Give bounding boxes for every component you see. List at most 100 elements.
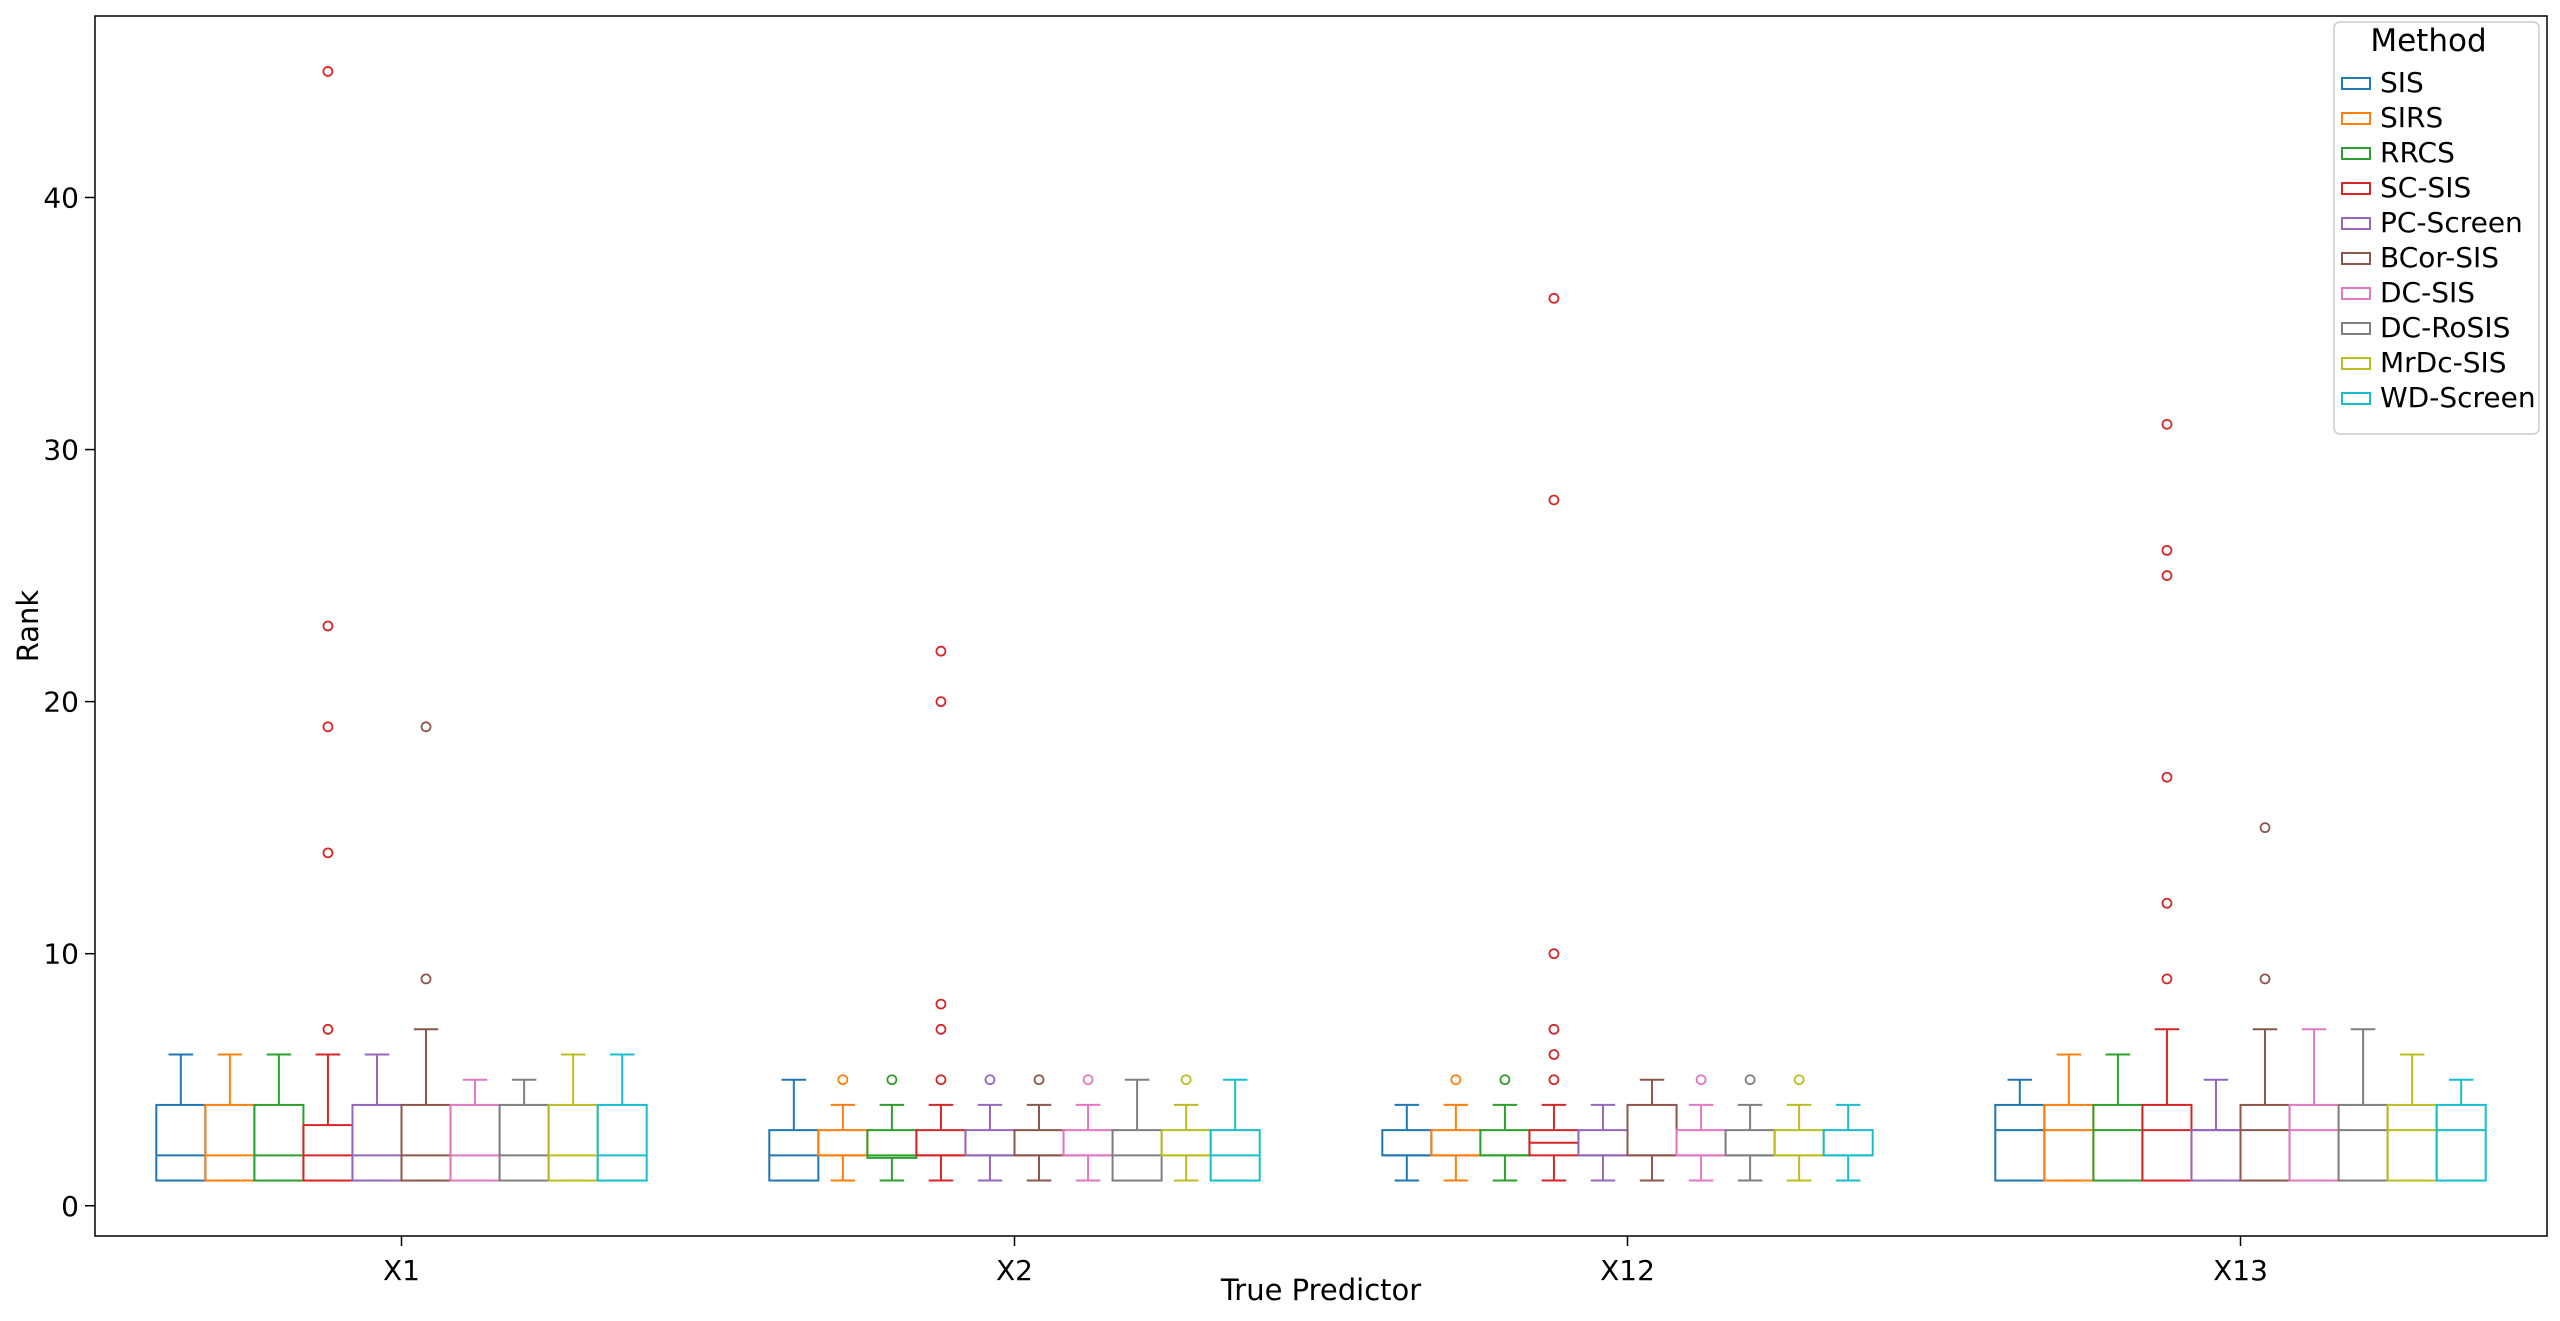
legend-item-pc-screen[interactable]: PC-Screen xyxy=(2341,206,2523,239)
outlier-point xyxy=(2161,771,2173,783)
legend-swatch xyxy=(2341,322,2371,335)
legend-label: SIRS xyxy=(2380,101,2443,134)
series-sirs xyxy=(204,1053,2095,1182)
legend-swatch xyxy=(2341,147,2371,160)
outlier-point xyxy=(322,66,334,77)
legend-item-bcor-sis[interactable]: BCor-SIS xyxy=(2341,241,2499,274)
box-pc-screen-x13 xyxy=(2190,1078,2242,1182)
outlier-point xyxy=(935,998,947,1010)
plot-frame xyxy=(94,15,2548,1237)
outlier-point xyxy=(2161,418,2173,430)
series-wd-screen xyxy=(596,1053,2487,1182)
series-dc-sis xyxy=(449,1028,2340,1182)
outlier-point xyxy=(1793,1074,1805,1086)
y-tick-label: 0 xyxy=(61,1190,79,1223)
y-tick-label: 30 xyxy=(43,434,79,467)
outlier-point xyxy=(935,645,947,657)
box-dc-rosis-x2 xyxy=(1111,1078,1163,1182)
box-rrcs-x12 xyxy=(1479,1074,1531,1182)
series-sis xyxy=(155,1053,2046,1182)
legend-item-sc-sis[interactable]: SC-SIS xyxy=(2341,171,2471,204)
outlier-point xyxy=(935,1023,947,1035)
outlier-point xyxy=(1548,1049,1560,1060)
box-wd-screen-x13 xyxy=(2435,1078,2487,1182)
legend-item-sis[interactable]: SIS xyxy=(2341,66,2424,99)
legend-items: SISSIRSRRCSSC-SISPC-ScreenBCor-SISDC-SIS… xyxy=(2341,66,2536,414)
y-tick-label: 10 xyxy=(43,938,79,971)
box-mrdc-sis-x12 xyxy=(1773,1074,1825,1182)
legend-label: SIS xyxy=(2380,66,2424,99)
legend-swatch xyxy=(2341,252,2371,265)
legend-swatch xyxy=(2341,357,2371,370)
outlier-point xyxy=(1548,1074,1560,1086)
series-sc-sis xyxy=(302,66,2193,1182)
outlier-point xyxy=(886,1074,898,1086)
legend-title: Method xyxy=(2370,23,2486,59)
box-bcor-sis-x1 xyxy=(400,721,452,1182)
legend-label: BCor-SIS xyxy=(2380,241,2499,274)
box-wd-screen-x1 xyxy=(596,1053,648,1182)
box-dc-rosis-x12 xyxy=(1724,1074,1776,1182)
x-axis-label: True Predictor xyxy=(1220,1273,1421,1307)
outlier-point xyxy=(1548,1023,1560,1035)
box-pc-screen-x2 xyxy=(964,1074,1016,1182)
box-iqr xyxy=(596,1103,648,1182)
legend-swatch xyxy=(2341,392,2371,405)
outlier-point xyxy=(1695,1074,1707,1086)
box-sis-x12 xyxy=(1381,1103,1433,1182)
x-tick-label-x1: X1 xyxy=(383,1254,420,1287)
outlier-point xyxy=(322,620,334,632)
outlier-point xyxy=(322,1023,334,1035)
outlier-point xyxy=(322,847,334,859)
outlier-point xyxy=(935,696,947,708)
box-pc-screen-x12 xyxy=(1577,1103,1629,1182)
y-axis: 0 10 20 30 40 xyxy=(43,181,95,1223)
box-bcor-sis-x12 xyxy=(1626,1078,1678,1182)
outlier-point xyxy=(2161,897,2173,909)
legend-swatch xyxy=(2341,287,2371,300)
x-tick-label-x13: X13 xyxy=(2213,1254,2268,1287)
x-tick-label-x2: X2 xyxy=(996,1254,1033,1287)
outlier-point xyxy=(420,721,432,733)
outlier-point xyxy=(2161,570,2173,581)
series-bcor-sis xyxy=(400,721,2291,1182)
legend-frame xyxy=(2333,21,2540,435)
legend-label: DC-RoSIS xyxy=(2380,311,2510,344)
outlier-point xyxy=(2161,544,2173,556)
legend-item-mrdc-sis[interactable]: MrDc-SIS xyxy=(2341,346,2507,379)
legend-item-dc-sis[interactable]: DC-SIS xyxy=(2341,276,2475,309)
box-wd-screen-x2 xyxy=(1209,1078,1261,1182)
outlier-point xyxy=(837,1074,849,1086)
legend-item-wd-screen[interactable]: WD-Screen xyxy=(2341,381,2536,414)
legend-item-dc-rosis[interactable]: DC-RoSIS xyxy=(2341,311,2510,344)
box-bcor-sis-x2 xyxy=(1013,1074,1065,1182)
box-wd-screen-x12 xyxy=(1822,1103,1874,1182)
legend[interactable]: Method SISSIRSRRCSSC-SISPC-ScreenBCor-SI… xyxy=(2333,21,2540,435)
series-mrdc-sis xyxy=(547,1053,2438,1182)
legend-label: PC-Screen xyxy=(2380,206,2523,239)
legend-item-sirs[interactable]: SIRS xyxy=(2341,101,2443,134)
outlier-point xyxy=(1033,1074,1045,1086)
legend-label: SC-SIS xyxy=(2380,171,2471,204)
legend-swatch xyxy=(2341,217,2371,230)
y-tick-label: 40 xyxy=(43,181,79,214)
outlier-point xyxy=(1499,1074,1511,1086)
outlier-point xyxy=(1548,948,1560,960)
legend-swatch xyxy=(2341,112,2371,125)
outlier-point xyxy=(1744,1074,1756,1086)
series-pc-screen xyxy=(351,1053,2242,1182)
outlier-point xyxy=(984,1074,996,1086)
outlier-point xyxy=(1450,1074,1462,1086)
outlier-point xyxy=(2259,822,2271,834)
x-tick-label-x12: X12 xyxy=(1600,1254,1655,1287)
box-sirs-x1 xyxy=(204,1053,256,1182)
legend-label: DC-SIS xyxy=(2380,276,2475,309)
legend-item-rrcs[interactable]: RRCS xyxy=(2341,136,2455,169)
outlier-point xyxy=(322,721,334,733)
legend-label: WD-Screen xyxy=(2380,381,2536,414)
outlier-point xyxy=(1548,494,1560,506)
outlier-point xyxy=(1082,1074,1094,1086)
legend-label: MrDc-SIS xyxy=(2380,346,2507,379)
